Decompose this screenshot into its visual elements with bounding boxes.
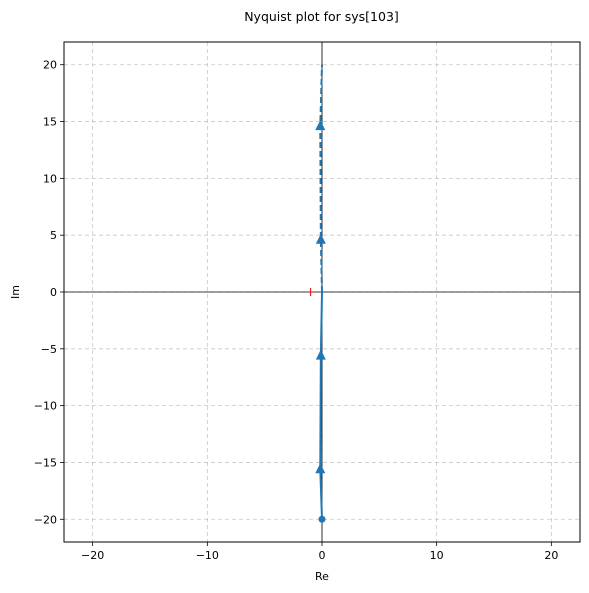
nyquist-mirror-curve (319, 64, 323, 293)
x-tick-label: 10 (430, 549, 444, 562)
plot-area-frame (63, 41, 581, 543)
direction-arrow (315, 233, 326, 244)
direction-arrow (315, 120, 326, 131)
x-tick-label: −10 (196, 549, 219, 562)
y-tick-label: 0 (50, 286, 57, 299)
x-tick-label: −20 (81, 549, 104, 562)
y-tick-label: −10 (34, 400, 57, 413)
y-tick-label: −5 (41, 343, 57, 356)
nyquist-curve (319, 291, 323, 520)
y-tick-label: 10 (43, 172, 57, 185)
chart-title: Nyquist plot for sys[103] (244, 9, 399, 24)
x-axis-label: Re (315, 570, 329, 583)
x-tick-label: 20 (544, 549, 558, 562)
x-tick-label: 0 (319, 549, 326, 562)
direction-arrow (315, 463, 326, 474)
critical-point-marker (306, 288, 315, 296)
direction-arrow (315, 349, 326, 360)
y-tick-label: −15 (34, 456, 57, 469)
y-tick-label: 15 (43, 116, 57, 129)
series-layer (306, 64, 326, 523)
start-point-marker (318, 515, 326, 523)
y-tick-label: −20 (34, 513, 57, 526)
y-tick-label: 20 (43, 59, 57, 72)
y-tick-label: 5 (50, 229, 57, 242)
y-axis-label: Im (9, 285, 22, 299)
ticks: −20 −10 0 10 20 −20 −15 −10 −5 0 5 10 15 20 (34, 59, 559, 562)
